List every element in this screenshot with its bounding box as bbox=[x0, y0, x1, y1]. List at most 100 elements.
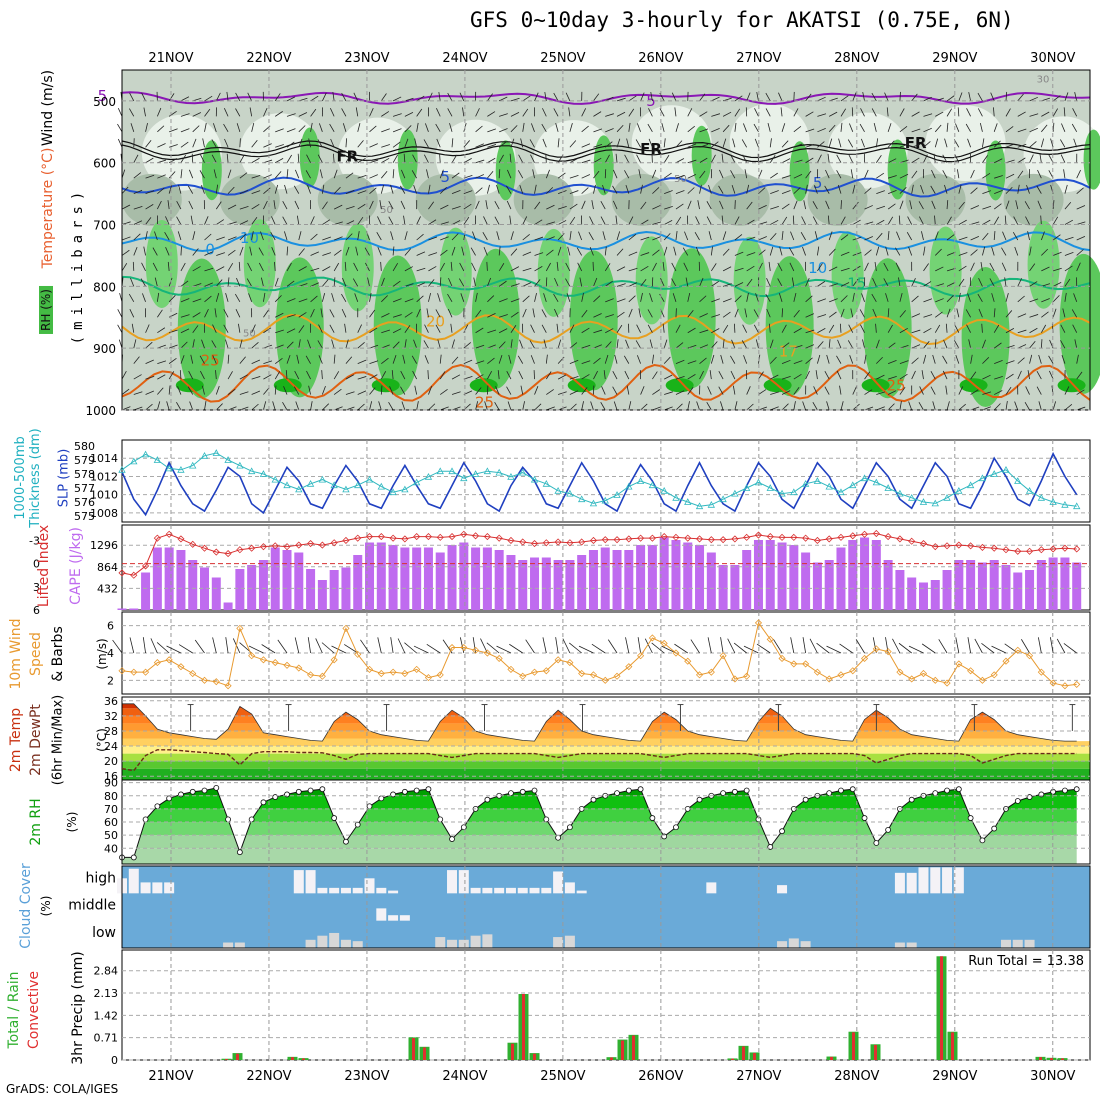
wind-barb bbox=[899, 200, 904, 210]
wind-barb bbox=[224, 138, 229, 148]
wind-barb bbox=[828, 311, 837, 318]
wind-barb bbox=[345, 406, 355, 411]
wind-barb bbox=[781, 308, 784, 318]
wind-barb bbox=[734, 251, 744, 256]
wind-barb bbox=[451, 339, 455, 349]
wind-speed-marker bbox=[295, 664, 303, 672]
wind-barb bbox=[990, 92, 995, 102]
wind-barb bbox=[475, 309, 482, 318]
wind-barb bbox=[923, 96, 932, 102]
wind-barb bbox=[355, 246, 359, 256]
temperature-label: Temperature (°C) bbox=[40, 147, 56, 269]
wind-barb bbox=[143, 107, 146, 117]
wind-barb bbox=[709, 370, 712, 380]
wind-barb bbox=[532, 169, 535, 179]
wind-barb bbox=[911, 357, 919, 364]
wind-barb bbox=[522, 282, 532, 287]
wind-barb bbox=[793, 200, 798, 210]
wind-barb bbox=[484, 401, 488, 411]
wind-barb bbox=[565, 278, 571, 287]
wind-barb bbox=[744, 169, 748, 179]
wind-barb bbox=[965, 123, 971, 133]
wind-barb bbox=[934, 124, 942, 133]
rh-marker bbox=[696, 796, 703, 803]
wind-barb bbox=[1005, 401, 1008, 411]
wind-barb bbox=[530, 324, 535, 333]
wind-barb bbox=[942, 370, 948, 380]
wind-barb bbox=[487, 128, 497, 133]
li-marker bbox=[283, 543, 291, 551]
wind-barb bbox=[274, 385, 277, 395]
wind-barb bbox=[416, 267, 426, 272]
wind-barb bbox=[275, 144, 284, 148]
wind-barb bbox=[381, 295, 388, 303]
li-marker bbox=[754, 531, 763, 539]
wind-barb bbox=[887, 140, 895, 148]
li-marker bbox=[672, 533, 680, 541]
wind-barb bbox=[475, 401, 479, 411]
wind-barb bbox=[487, 344, 496, 349]
wind-barb bbox=[487, 357, 495, 364]
wind-barb bbox=[192, 266, 201, 272]
wind-barb bbox=[590, 401, 594, 411]
wind-barb bbox=[982, 172, 991, 179]
thickness-marker bbox=[259, 470, 268, 477]
wind-speed-marker bbox=[872, 645, 880, 653]
wind-barb bbox=[227, 406, 237, 411]
wind-barb bbox=[499, 128, 508, 133]
wind-barb bbox=[793, 143, 803, 148]
wind-barb bbox=[906, 231, 913, 241]
cape-tick-label: 432 bbox=[97, 582, 118, 595]
wind-barb bbox=[911, 370, 916, 380]
wind-barb bbox=[687, 125, 696, 133]
wind-barb bbox=[117, 309, 123, 318]
surface-wind-barb bbox=[150, 638, 158, 654]
wind-barb bbox=[404, 266, 413, 272]
li-marker bbox=[931, 543, 939, 551]
wind-barb bbox=[817, 328, 826, 334]
wind-barb bbox=[1050, 138, 1054, 148]
cloud-bar bbox=[305, 870, 316, 894]
wind-barb bbox=[471, 262, 476, 272]
surface-wind-barb bbox=[733, 642, 747, 654]
wind-barb bbox=[322, 403, 330, 411]
cloud-bar bbox=[128, 868, 139, 894]
wind-barb bbox=[931, 169, 936, 179]
li-marker bbox=[978, 543, 986, 551]
wind-barb bbox=[934, 324, 941, 333]
wind-barb bbox=[781, 359, 791, 365]
wind-barb bbox=[169, 344, 178, 349]
wind-speed-marker bbox=[342, 624, 350, 632]
wind-barb bbox=[1017, 111, 1026, 117]
wind-barb bbox=[439, 153, 441, 163]
wind-barb bbox=[628, 251, 638, 256]
wind-barb bbox=[982, 190, 992, 195]
wind-barb bbox=[223, 309, 229, 318]
cape-bar bbox=[659, 537, 669, 610]
wind-barb bbox=[190, 215, 194, 225]
wind-barb bbox=[769, 233, 777, 241]
li-marker bbox=[837, 533, 845, 541]
wind-barb bbox=[616, 283, 626, 287]
wind-barb bbox=[887, 403, 895, 411]
wind-barb bbox=[569, 324, 575, 333]
wind-barb bbox=[994, 158, 1003, 164]
cloud-bar bbox=[564, 882, 575, 894]
wind-barb bbox=[591, 200, 594, 210]
wind-barb bbox=[121, 263, 128, 272]
wind-barb bbox=[741, 340, 748, 349]
wind-speed-marker bbox=[389, 668, 397, 676]
wind-barb bbox=[911, 157, 920, 164]
rh-marker bbox=[637, 786, 644, 793]
wind-barb bbox=[286, 314, 296, 318]
cape-bar bbox=[412, 547, 422, 610]
wind-barb bbox=[461, 246, 465, 256]
thickness-marker bbox=[813, 477, 822, 484]
wind-barb bbox=[353, 92, 359, 102]
wind-barb bbox=[1017, 278, 1023, 287]
wind-barb bbox=[602, 184, 606, 194]
wind-barb bbox=[522, 233, 530, 241]
wind-barb bbox=[294, 200, 300, 210]
wind-barb bbox=[746, 201, 753, 210]
wind-barb bbox=[258, 262, 264, 272]
